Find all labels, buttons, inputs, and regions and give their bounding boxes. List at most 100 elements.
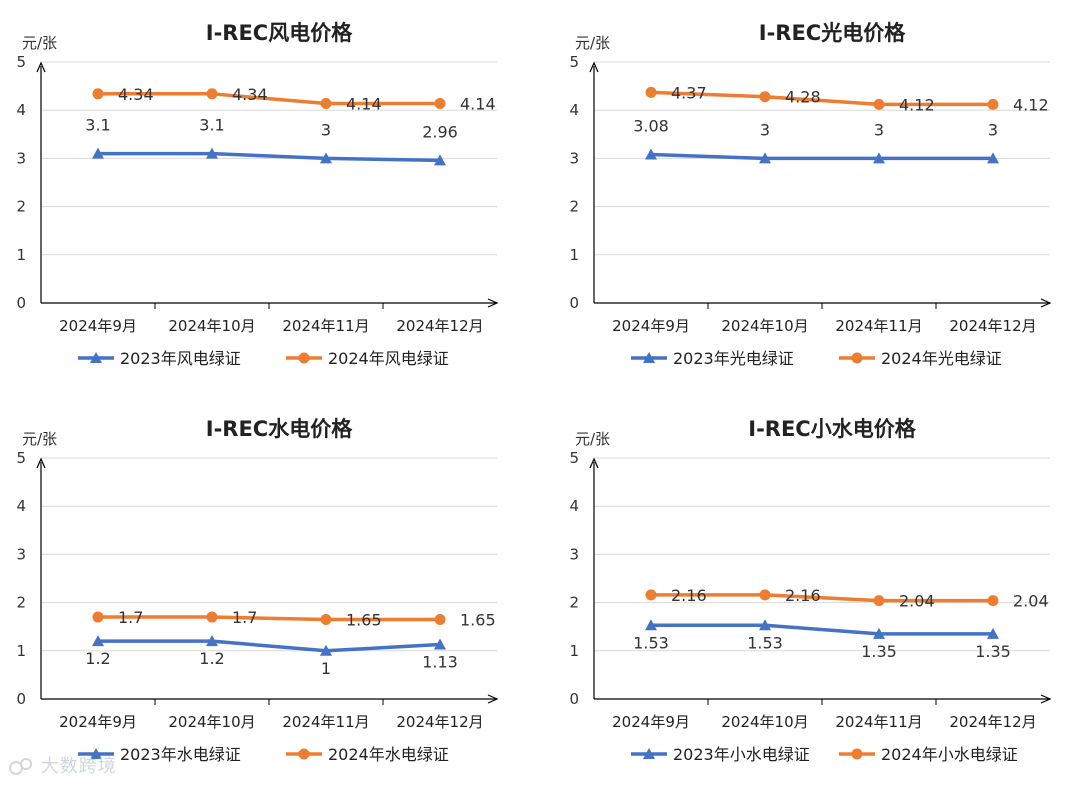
legend-label: 2023年小水电绿证: [673, 745, 810, 764]
y-tick-label: 2: [16, 198, 26, 216]
legend-marker: [90, 352, 102, 363]
data-point: [320, 152, 332, 164]
y-tick-label: 3: [569, 149, 579, 167]
y-tick-label: 3: [569, 545, 579, 563]
x-axis-arrow-icon: [1040, 298, 1052, 308]
y-tick-label: 3: [16, 149, 26, 167]
data-label: 1.65: [460, 610, 496, 629]
data-label: 1.7: [118, 608, 143, 627]
x-tick-label: 2024年12月: [396, 713, 483, 731]
y-axis-arrow-icon: [36, 61, 46, 73]
x-tick-label: 2024年11月: [835, 713, 922, 731]
x-tick-label: 2024年9月: [612, 317, 690, 335]
x-tick-label: 2024年9月: [59, 317, 137, 335]
x-tick-label: 2024年10月: [168, 713, 255, 731]
series-line: [98, 151, 441, 163]
data-label: 4.14: [460, 94, 496, 113]
x-tick-label: 2024年12月: [396, 317, 483, 335]
data-point: [759, 589, 771, 601]
data-point: [645, 86, 657, 98]
x-axis-arrow-icon: [487, 694, 499, 704]
y-axis-arrow-icon: [589, 61, 599, 73]
y-tick-label: 0: [569, 294, 579, 312]
y-tick-label: 1: [16, 246, 26, 264]
y-tick-label: 5: [569, 449, 579, 467]
legend-label: 2023年光电绿证: [673, 349, 794, 368]
y-tick-label: 0: [569, 690, 579, 708]
legend-label: 2024年小水电绿证: [881, 745, 1018, 764]
legend-label: 2024年风电绿证: [328, 349, 449, 368]
data-point: [434, 613, 446, 625]
data-point: [320, 97, 332, 109]
data-label: 1: [321, 659, 331, 678]
data-point: [873, 627, 885, 639]
x-axis-arrow-icon: [1040, 694, 1052, 704]
data-label: 1.2: [199, 649, 224, 668]
data-point: [873, 152, 885, 164]
y-axis-label: 元/张: [22, 430, 57, 448]
series-line: [98, 615, 440, 622]
legend-marker: [851, 748, 863, 760]
x-tick-label: 2024年11月: [835, 317, 922, 335]
data-point: [645, 619, 657, 631]
data-point: [987, 98, 999, 110]
series-line: [650, 90, 993, 107]
data-label: 3.1: [199, 116, 224, 135]
data-point: [645, 148, 657, 160]
data-point: [206, 635, 218, 647]
x-tick-label: 2024年9月: [59, 713, 137, 731]
watermark-text: 大数跨境: [40, 756, 117, 777]
data-label: 3: [760, 120, 770, 139]
series-line: [98, 92, 440, 106]
data-point: [320, 613, 332, 625]
legend-label: 2024年水电绿证: [328, 745, 449, 764]
legend-marker: [298, 748, 310, 760]
x-tick-label: 2024年11月: [282, 317, 369, 335]
legend-marker: [643, 748, 655, 759]
data-point: [873, 98, 885, 110]
x-tick-label: 2024年10月: [721, 713, 808, 731]
y-tick-label: 3: [16, 545, 26, 563]
data-point: [759, 91, 771, 103]
x-tick-label: 2024年12月: [949, 713, 1036, 731]
legend-label: 2024年光电绿证: [881, 349, 1002, 368]
y-tick-label: 2: [16, 594, 26, 612]
data-label: 1.35: [861, 642, 897, 661]
data-point: [206, 88, 218, 100]
y-axis-label: 元/张: [22, 34, 57, 52]
data-point: [873, 595, 885, 607]
series-line: [650, 152, 993, 161]
legend-label: 2023年水电绿证: [120, 745, 241, 764]
data-point: [987, 152, 999, 164]
legend-marker: [851, 352, 863, 364]
data-label: 2.16: [785, 586, 821, 605]
y-tick-label: 4: [16, 497, 26, 515]
data-point: [320, 644, 332, 656]
data-label: 3: [321, 120, 331, 139]
data-point: [759, 619, 771, 631]
data-label: 3: [988, 120, 998, 139]
data-label: 2.04: [1013, 592, 1049, 611]
y-tick-label: 5: [16, 449, 26, 467]
data-label: 4.37: [671, 83, 707, 102]
legend-label: 2023年风电绿证: [120, 349, 241, 368]
x-tick-label: 2024年11月: [282, 713, 369, 731]
data-label: 3.1: [85, 116, 110, 135]
y-tick-label: 1: [569, 246, 579, 264]
y-tick-label: 0: [16, 690, 26, 708]
y-tick-label: 1: [16, 642, 26, 660]
y-tick-label: 2: [569, 594, 579, 612]
data-label: 1.2: [85, 649, 110, 668]
chart-title: I-REC风电价格: [206, 21, 353, 45]
data-point: [92, 611, 104, 623]
data-point: [987, 595, 999, 607]
legend-marker: [298, 352, 310, 364]
y-tick-label: 0: [16, 294, 26, 312]
data-point: [92, 88, 104, 100]
data-label: 4.12: [1013, 95, 1049, 114]
data-label: 4.12: [899, 95, 935, 114]
data-point: [92, 147, 104, 159]
